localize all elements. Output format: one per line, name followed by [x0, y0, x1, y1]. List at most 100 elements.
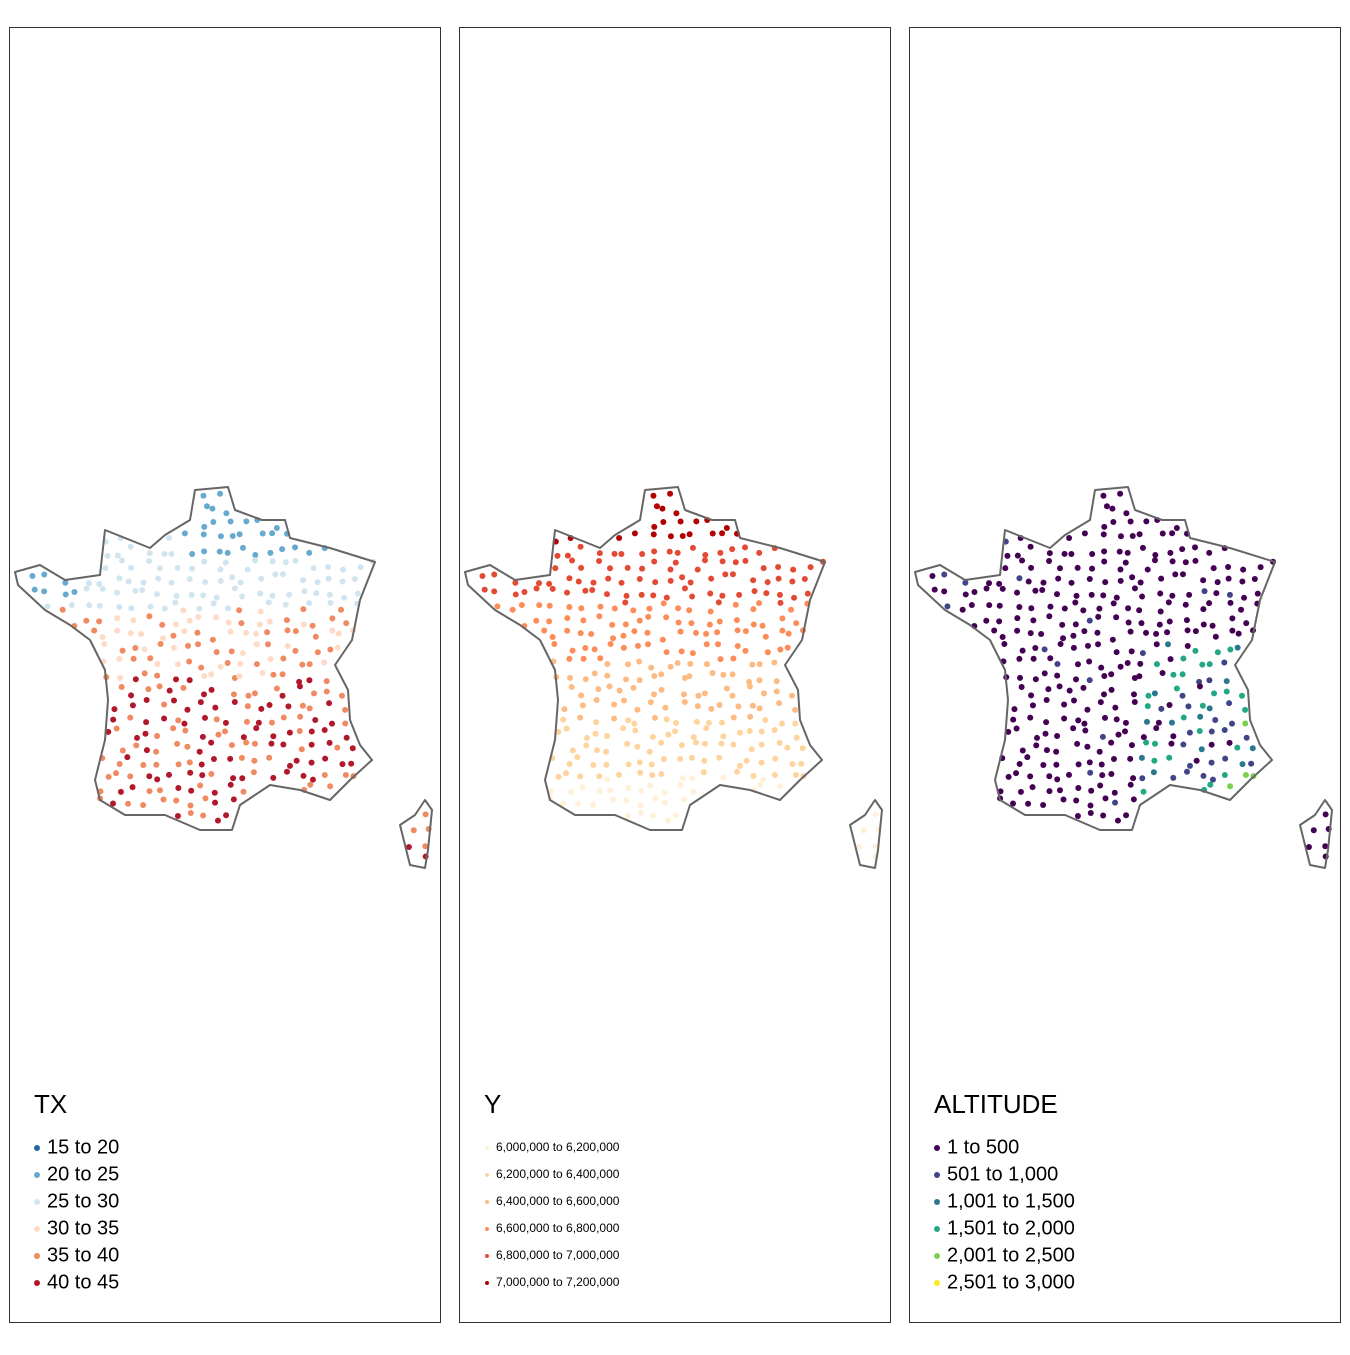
- station-dot: [1001, 641, 1008, 648]
- station-dot: [208, 686, 215, 693]
- station-dot: [1170, 774, 1177, 781]
- station-dot: [1099, 733, 1106, 740]
- station-dot: [799, 745, 806, 752]
- station-dot: [679, 574, 686, 581]
- station-dot: [155, 575, 162, 582]
- station-dot: [102, 565, 109, 572]
- station-dot: [338, 606, 345, 613]
- station-dot: [244, 566, 251, 573]
- station-dot: [1074, 564, 1081, 571]
- station-dot: [1098, 761, 1105, 768]
- station-dot: [250, 769, 257, 776]
- station-dot: [282, 559, 289, 566]
- station-dot: [283, 617, 290, 624]
- station-dot: [637, 809, 644, 816]
- station-dot: [718, 740, 725, 747]
- station-dot: [1131, 699, 1138, 706]
- station-dot: [202, 795, 209, 802]
- station-dot: [1167, 549, 1174, 556]
- legend-label: 7,000,000 to 7,200,000: [496, 1275, 620, 1289]
- station-dot: [174, 661, 181, 668]
- station-dot: [86, 580, 93, 587]
- station-dot: [168, 579, 175, 586]
- station-dot: [306, 677, 313, 684]
- station-dot: [1125, 605, 1132, 612]
- station-dot: [286, 762, 293, 769]
- station-dot: [161, 605, 168, 612]
- station-dot: [777, 783, 784, 790]
- station-dot: [491, 571, 498, 578]
- station-dot: [1016, 575, 1023, 582]
- station-dot: [1172, 571, 1179, 578]
- station-dot: [680, 775, 687, 782]
- station-dot: [1137, 579, 1144, 586]
- station-dot: [1014, 589, 1021, 596]
- station-dot: [146, 550, 153, 557]
- station-dot: [1136, 673, 1143, 680]
- station-dot: [1192, 628, 1199, 635]
- station-dot: [172, 599, 179, 606]
- legend-label: 6,200,000 to 6,400,000: [496, 1167, 620, 1181]
- station-dot: [335, 630, 342, 637]
- station-dot: [620, 697, 627, 704]
- station-dot: [764, 649, 771, 656]
- station-dot: [790, 566, 797, 573]
- station-dot: [119, 647, 126, 654]
- station-dot: [1094, 629, 1101, 636]
- station-dot: [695, 692, 702, 699]
- station-dot: [634, 642, 641, 649]
- station-dot: [563, 770, 570, 777]
- station-dot: [789, 578, 796, 585]
- station-dot: [584, 734, 590, 741]
- station-dot: [564, 627, 571, 634]
- station-dot: [161, 701, 168, 708]
- station-dot: [296, 727, 303, 734]
- station-dot: [1139, 544, 1146, 551]
- station-dot: [620, 632, 627, 639]
- station-dot: [1042, 730, 1049, 737]
- legend-label: 2,501 to 3,000: [947, 1271, 1075, 1293]
- station-dot: [119, 557, 126, 564]
- station-dot: [564, 552, 571, 559]
- station-dot: [756, 549, 763, 556]
- station-dot: [1028, 605, 1035, 612]
- station-dot: [793, 734, 800, 741]
- station-dot: [1059, 621, 1066, 628]
- station-dot: [196, 605, 203, 612]
- station-dot: [308, 741, 315, 748]
- station-dot: [227, 781, 234, 788]
- station-dot: [1139, 593, 1146, 600]
- station-dot: [1183, 617, 1190, 624]
- station-dot: [1151, 740, 1158, 747]
- station-dot: [1208, 728, 1215, 735]
- station-dot: [1070, 632, 1077, 639]
- station-dot: [127, 543, 134, 550]
- station-dot: [536, 580, 543, 587]
- legend-dot: [934, 1172, 940, 1178]
- station-dot: [611, 701, 618, 708]
- station-dot: [551, 641, 558, 648]
- station-dot: [225, 605, 232, 612]
- station-dot: [1124, 549, 1131, 556]
- station-dot: [1200, 606, 1207, 613]
- station-dot: [198, 664, 205, 671]
- station-dot: [714, 641, 721, 648]
- station-dot: [259, 530, 266, 537]
- station-dot: [792, 720, 799, 727]
- station-dot: [292, 647, 299, 654]
- station-dot: [243, 718, 250, 725]
- station-dot: [631, 530, 638, 537]
- station-dot: [686, 531, 693, 538]
- station-dot: [160, 796, 167, 803]
- station-dot: [672, 719, 679, 726]
- station-dot: [166, 771, 173, 778]
- station-dot: [1173, 524, 1180, 531]
- station-dot: [609, 621, 616, 628]
- station-dot: [680, 796, 687, 803]
- station-dot: [566, 575, 573, 582]
- station-dot: [1129, 574, 1136, 581]
- station-dot: [125, 578, 132, 585]
- station-dot: [569, 557, 576, 564]
- station-dot: [181, 628, 188, 635]
- station-dot: [1010, 716, 1017, 723]
